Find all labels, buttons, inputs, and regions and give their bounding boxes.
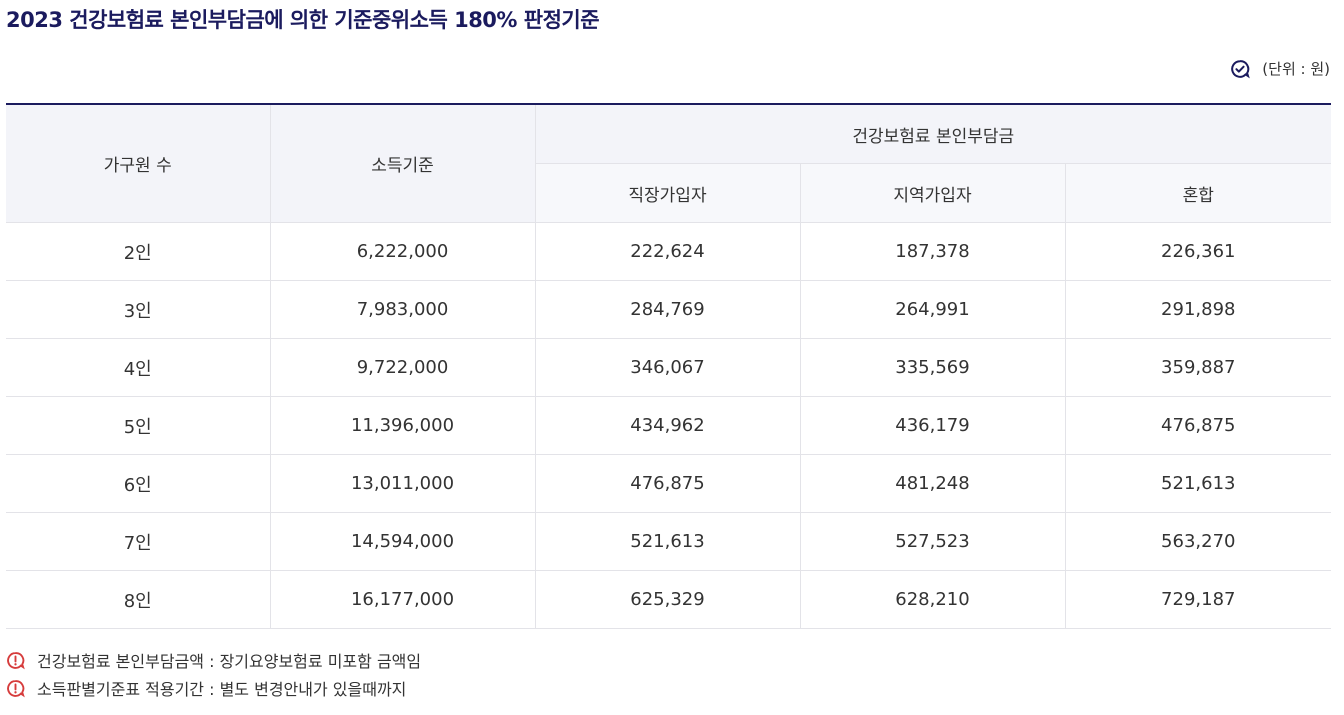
table-row: 3인 7,983,000 284,769 264,991 291,898 <box>6 280 1332 339</box>
cell-employee: 521,613 <box>535 512 801 571</box>
cell-mixed: 476,875 <box>1065 396 1332 455</box>
exclamation-circle-icon <box>6 679 25 698</box>
cell-mixed: 563,270 <box>1065 512 1332 571</box>
exclamation-circle-icon <box>6 651 25 670</box>
cell-income: 16,177,000 <box>270 570 536 629</box>
cell-income: 11,396,000 <box>270 396 536 455</box>
cell-mixed: 359,887 <box>1065 338 1332 397</box>
header-household: 가구원 수 <box>6 104 271 223</box>
note-item: 건강보험료 본인부담금액 : 장기요양보험료 미포함 금액임 <box>6 646 421 674</box>
cell-mixed: 291,898 <box>1065 280 1332 339</box>
cell-employee: 284,769 <box>535 280 801 339</box>
cell-regional: 264,991 <box>800 280 1066 339</box>
cell-mixed: 226,361 <box>1065 222 1332 281</box>
cell-income: 7,983,000 <box>270 280 536 339</box>
cell-income: 14,594,000 <box>270 512 536 571</box>
unit-label-row: (단위 : 원) <box>1230 58 1330 79</box>
table-row: 5인 11,396,000 434,962 436,179 476,875 <box>6 396 1332 455</box>
income-criteria-table: 가구원 수 소득기준 건강보험료 본인부담금 직장가입자 지역가입자 혼합 2인… <box>6 103 1332 629</box>
cell-household: 2인 <box>6 222 271 281</box>
table-subheader-row: 직장가입자 지역가입자 혼합 <box>6 163 1332 223</box>
cell-income: 9,722,000 <box>270 338 536 397</box>
cell-regional: 436,179 <box>800 396 1066 455</box>
cell-regional: 335,569 <box>800 338 1066 397</box>
note-text: 건강보험료 본인부담금액 : 장기요양보험료 미포함 금액임 <box>37 652 422 671</box>
cell-household: 5인 <box>6 396 271 455</box>
cell-regional: 628,210 <box>800 570 1066 629</box>
header-employee: 직장가입자 <box>535 163 801 223</box>
cell-household: 7인 <box>6 512 271 571</box>
table-row: 8인 16,177,000 625,329 628,210 729,187 <box>6 570 1332 629</box>
cell-income: 6,222,000 <box>270 222 536 281</box>
note-text: 소득판별기준표 적용기간 : 별도 변경안내가 있을때까지 <box>37 680 407 699</box>
note-item: 소득판별기준표 적용기간 : 별도 변경안내가 있을때까지 <box>6 674 421 702</box>
cell-household: 3인 <box>6 280 271 339</box>
notes-list: 건강보험료 본인부담금액 : 장기요양보험료 미포함 금액임 소득판별기준표 적… <box>6 646 421 702</box>
cell-employee: 434,962 <box>535 396 801 455</box>
cell-mixed: 521,613 <box>1065 454 1332 513</box>
unit-label: (단위 : 원) <box>1262 60 1330 78</box>
header-regional: 지역가입자 <box>800 163 1066 223</box>
cell-regional: 527,523 <box>800 512 1066 571</box>
cell-household: 6인 <box>6 454 271 513</box>
page-title: 2023 건강보험료 본인부담금에 의한 기준중위소득 180% 판정기준 <box>6 8 600 32</box>
cell-employee: 222,624 <box>535 222 801 281</box>
header-mixed: 혼합 <box>1065 163 1332 223</box>
cell-employee: 625,329 <box>535 570 801 629</box>
cell-regional: 481,248 <box>800 454 1066 513</box>
cell-income: 13,011,000 <box>270 454 536 513</box>
table-row: 4인 9,722,000 346,067 335,569 359,887 <box>6 338 1332 397</box>
table-row: 7인 14,594,000 521,613 527,523 563,270 <box>6 512 1332 571</box>
table-header-row: 가구원 수 소득기준 건강보험료 본인부담금 <box>6 104 1332 223</box>
table-row: 2인 6,222,000 222,624 187,378 226,361 <box>6 222 1332 281</box>
table-row: 6인 13,011,000 476,875 481,248 521,613 <box>6 454 1332 513</box>
cell-regional: 187,378 <box>800 222 1066 281</box>
header-premium-group: 건강보험료 본인부담금 <box>535 104 1332 164</box>
cell-employee: 476,875 <box>535 454 801 513</box>
header-income: 소득기준 <box>270 104 536 223</box>
cell-household: 4인 <box>6 338 271 397</box>
cell-household: 8인 <box>6 570 271 629</box>
cell-mixed: 729,187 <box>1065 570 1332 629</box>
check-circle-icon <box>1230 59 1251 79</box>
cell-employee: 346,067 <box>535 338 801 397</box>
